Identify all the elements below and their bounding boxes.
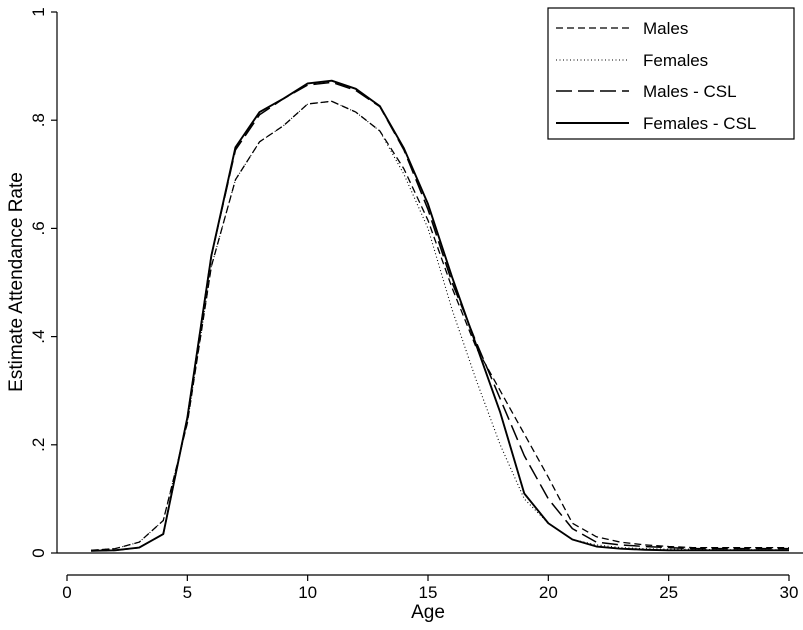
y-tick-label: .4 <box>29 330 48 344</box>
x-tick-label: 20 <box>539 583 558 602</box>
legend-label: Males - CSL <box>643 82 737 101</box>
x-tick-label: 30 <box>780 583 799 602</box>
x-axis-title: Age <box>411 602 445 623</box>
x-tick-label: 0 <box>62 583 71 602</box>
y-tick-label: .6 <box>29 221 48 235</box>
y-tick-label: .8 <box>29 113 48 127</box>
x-tick-label: 15 <box>419 583 438 602</box>
series-line-4 <box>91 79 789 552</box>
axes: 0.2.4.6.810 5 10 15 20 25 30 <box>29 7 803 602</box>
y-axis-title: Estimate Attendance Rate <box>6 172 27 392</box>
legend-label: Females - CSL <box>643 114 756 133</box>
x-tick-label: 5 <box>183 583 192 602</box>
x-tick-label: 25 <box>659 583 678 602</box>
legend-label: Females <box>643 51 708 70</box>
legend-label: Males <box>643 19 688 38</box>
x-tick-label: 10 <box>298 583 317 602</box>
series-line-2 <box>91 100 789 551</box>
y-tick-label: 1 <box>29 7 48 16</box>
y-tick-label: .2 <box>29 438 48 452</box>
y-tick-label: 0 <box>29 548 48 557</box>
series-line-1 <box>91 100 789 551</box>
legend-box <box>547 7 795 140</box>
series-line-3 <box>91 81 789 552</box>
series-lines <box>91 79 789 552</box>
legend: Males Females Males - CSL Females - CSL <box>547 7 795 140</box>
